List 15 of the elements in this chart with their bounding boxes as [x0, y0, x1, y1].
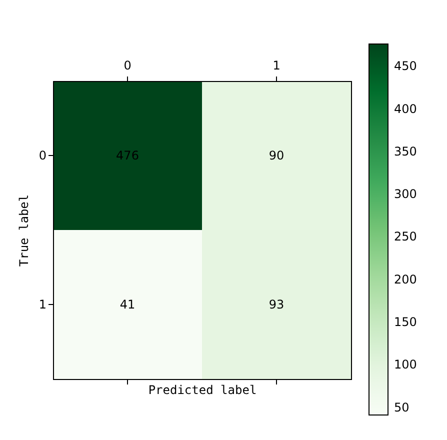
color-bar-label: 400: [394, 102, 417, 116]
color-bar-label: 250: [394, 230, 417, 244]
data-label: 41: [120, 298, 136, 312]
data-label: 476: [116, 148, 139, 162]
color-bar-label: 450: [394, 59, 417, 74]
data-label: 93: [268, 298, 284, 312]
color-bar-label: 150: [394, 315, 417, 330]
color-bar-label: 100: [394, 358, 417, 372]
color-bar-label: 300: [394, 187, 417, 202]
color-bar-label: 200: [394, 272, 417, 286]
x-axis-title: Predicted label: [148, 383, 257, 397]
color-bar-label: 50: [394, 400, 410, 414]
data-label: 90: [268, 148, 284, 162]
color-bar-label: 350: [394, 144, 417, 158]
y-axis-title: True label: [16, 194, 31, 267]
